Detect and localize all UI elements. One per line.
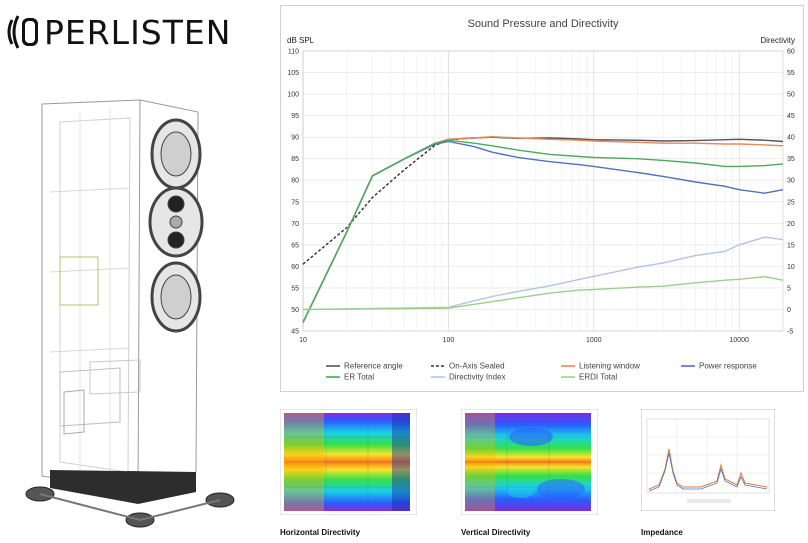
y-tick-label: 80 bbox=[291, 178, 299, 185]
y2-axis-label: Directivity bbox=[760, 36, 795, 45]
sound-pressure-chart: Sound Pressure and Directivity dB SPL Di… bbox=[280, 5, 804, 392]
y-tick-label: 65 bbox=[291, 242, 299, 249]
chart-title: Sound Pressure and Directivity bbox=[467, 18, 619, 30]
y-tick-label: 90 bbox=[291, 135, 299, 142]
speaker-waves-icon bbox=[7, 15, 38, 49]
impedance-plot bbox=[641, 409, 775, 511]
legend-label: ERDI Total bbox=[579, 373, 617, 382]
plot-area-frame bbox=[302, 50, 784, 332]
legend-label: Reference angle bbox=[344, 362, 403, 371]
y2-tick-label: 10 bbox=[787, 264, 795, 271]
y-tick-label: 45 bbox=[291, 329, 299, 336]
y-tick-label: 60 bbox=[291, 264, 299, 271]
impedance-caption: Impedance bbox=[641, 528, 683, 537]
series-line-4 bbox=[302, 139, 784, 323]
vertical-directivity-caption: Vertical Directivity bbox=[461, 528, 531, 537]
y2-tick-label: 15 bbox=[787, 242, 795, 249]
x-tick-label: 10000 bbox=[729, 337, 749, 344]
vertical-directivity-plot bbox=[461, 409, 598, 515]
y2-tick-label: 0 bbox=[787, 307, 791, 314]
x-tick-label: 100 bbox=[443, 337, 455, 344]
y2-tick-label: 5 bbox=[787, 285, 791, 292]
x-tick-label: 10 bbox=[299, 337, 307, 344]
brand-logo: PERLISTEN bbox=[6, 10, 256, 54]
y2-tick-label: -5 bbox=[787, 329, 793, 336]
y2-tick-label: 40 bbox=[787, 135, 795, 142]
series-line-6 bbox=[302, 276, 784, 311]
speaker-illustration bbox=[25, 99, 235, 528]
horizontal-directivity-plot bbox=[280, 409, 417, 515]
horizontal-directivity-caption: Horizontal Directivity bbox=[280, 528, 361, 537]
y2-tick-label: 25 bbox=[787, 199, 795, 206]
y-tick-label: 95 bbox=[291, 113, 299, 120]
legend-label: On-Axis Sealed bbox=[449, 362, 505, 371]
brand-logo-text: PERLISTEN bbox=[44, 12, 232, 52]
x-tick-label: 1000 bbox=[586, 337, 602, 344]
y-tick-label: 105 bbox=[287, 70, 299, 77]
legend-label: Listening window bbox=[579, 362, 640, 371]
chart-canvas: Sound Pressure and Directivity dB SPL Di… bbox=[287, 18, 795, 382]
series-line-5 bbox=[302, 236, 784, 311]
y-tick-label: 85 bbox=[291, 156, 299, 163]
y2-tick-label: 50 bbox=[787, 92, 795, 99]
y2-tick-label: 60 bbox=[787, 49, 795, 56]
y-tick-label: 55 bbox=[291, 285, 299, 292]
y-tick-label: 75 bbox=[291, 199, 299, 206]
y-tick-label: 70 bbox=[291, 221, 299, 228]
y-tick-label: 100 bbox=[287, 92, 299, 99]
y2-tick-label: 45 bbox=[787, 113, 795, 120]
y-axis-label: dB SPL bbox=[287, 36, 315, 45]
y2-tick-label: 20 bbox=[787, 221, 795, 228]
y-tick-label: 110 bbox=[288, 49, 299, 56]
y2-tick-label: 55 bbox=[787, 70, 795, 77]
series-line-3 bbox=[302, 140, 784, 323]
legend-label: Power response bbox=[699, 362, 757, 371]
y2-tick-label: 30 bbox=[787, 178, 795, 185]
legend-label: ER Total bbox=[344, 373, 374, 382]
legend-label: Directivity Index bbox=[449, 373, 505, 382]
y-tick-label: 50 bbox=[291, 307, 299, 314]
y2-tick-label: 35 bbox=[787, 156, 795, 163]
